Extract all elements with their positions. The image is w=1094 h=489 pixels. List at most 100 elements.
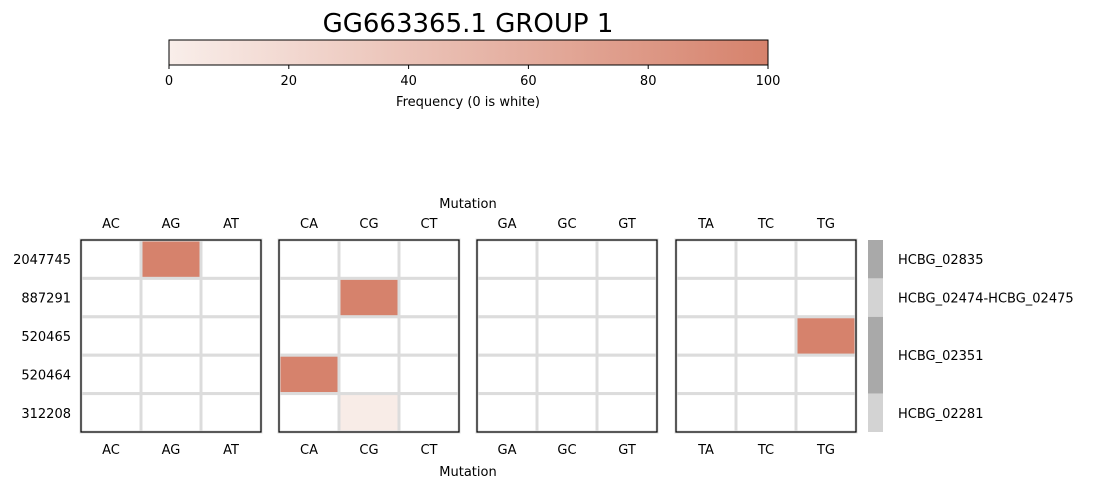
- heatmap-cell: [734, 315, 798, 357]
- heatmap-cell: [674, 392, 738, 434]
- heatmap-cell: [337, 315, 401, 357]
- heatmap-cell: [734, 276, 798, 319]
- heatmap-cell: [337, 238, 401, 280]
- heatmap-cell: [794, 353, 858, 396]
- heatmap-cell: [397, 392, 461, 434]
- heatmap-cell: [475, 238, 539, 280]
- heatmap-cell: [674, 353, 738, 396]
- column-label-top: GC: [557, 217, 576, 232]
- heatmap-cell: [199, 392, 263, 434]
- column-label-bottom: GA: [498, 443, 517, 458]
- heatmap-cell: [595, 392, 659, 434]
- heatmap-cell: [139, 392, 203, 434]
- column-label-bottom: CA: [300, 443, 318, 458]
- heatmap-cell: [79, 315, 143, 357]
- heatmap-cell: [397, 238, 461, 280]
- heatmap-cell: [277, 353, 341, 396]
- heatmap-cell: [674, 276, 738, 319]
- column-label-top: CA: [300, 217, 318, 232]
- heatmap-cell: [277, 392, 341, 434]
- heatmap-cell: [199, 315, 263, 357]
- column-label-top: CT: [420, 217, 437, 232]
- heatmap-cell: [674, 238, 738, 280]
- heatmap-cell: [277, 238, 341, 280]
- row-label: 520464: [21, 368, 71, 383]
- heatmap-cell: [199, 276, 263, 319]
- heatmap-cell: [277, 315, 341, 357]
- gene-annotation-label: HCBG_02474-HCBG_02475: [898, 292, 1074, 307]
- heatmap-cell: [475, 353, 539, 396]
- heatmap-cell: [595, 238, 659, 280]
- heatmap-cell: [79, 392, 143, 434]
- heatmap-cell: [734, 353, 798, 396]
- column-label-bottom: AG: [162, 443, 181, 458]
- heatmap-cell: [79, 238, 143, 280]
- gene-annotation-label: HCBG_02835: [898, 253, 983, 268]
- heatmap-cell: [794, 315, 858, 357]
- colorbar-tick-label: 100: [756, 74, 781, 89]
- column-label-top: TG: [816, 217, 835, 232]
- heatmap-cell: [674, 315, 738, 357]
- panel-frame: [80, 239, 262, 433]
- row-label: 2047745: [13, 253, 71, 268]
- column-label-bottom: CT: [420, 443, 437, 458]
- heatmap-cell: [535, 238, 599, 280]
- heatmap-cell: [397, 315, 461, 357]
- heatmap-cell: [595, 276, 659, 319]
- column-label-bottom: GT: [618, 443, 636, 458]
- x-axis-label-top: Mutation: [439, 197, 496, 212]
- heatmap-cell: [595, 353, 659, 396]
- column-label-bottom: AT: [223, 443, 239, 458]
- column-label-top: GA: [498, 217, 517, 232]
- row-label: 520465: [21, 330, 71, 345]
- column-label-bottom: GC: [557, 443, 576, 458]
- heatmap-cell: [595, 315, 659, 357]
- heatmap-cell: [535, 392, 599, 434]
- heatmap-cell: [79, 353, 143, 396]
- heatmap-cell: [337, 276, 401, 319]
- colorbar-tick-label: 60: [520, 74, 537, 89]
- colorbar: [168, 39, 769, 66]
- x-axis-label-bottom: Mutation: [439, 465, 496, 480]
- column-label-bottom: TA: [697, 443, 714, 458]
- column-label-top: CG: [359, 217, 378, 232]
- row-label: 887291: [21, 292, 71, 307]
- heatmap-cell: [277, 276, 341, 319]
- heatmap-cell: [139, 315, 203, 357]
- column-label-top: TA: [697, 217, 714, 232]
- column-label-top: AT: [223, 217, 239, 232]
- heatmap-cell: [535, 315, 599, 357]
- heatmap-cell: [79, 276, 143, 319]
- heatmap-cell: [734, 238, 798, 280]
- colorbar-tick-label: 0: [165, 74, 173, 89]
- heatmap-cell: [199, 353, 263, 396]
- heatmap-cell: [397, 276, 461, 319]
- column-label-top: GT: [618, 217, 636, 232]
- heatmap-cell: [535, 353, 599, 396]
- panel-frame: [278, 239, 460, 433]
- colorbar-tick-label: 80: [640, 74, 657, 89]
- gene-annotation-bar: [868, 316, 883, 394]
- gene-annotation-label: HCBG_02281: [898, 407, 983, 422]
- heatmap-cell: [139, 238, 203, 280]
- heatmap-cell: [475, 315, 539, 357]
- heatmap-cell: [475, 276, 539, 319]
- heatmap-cell: [199, 238, 263, 280]
- gene-annotation-label: HCBG_02351: [898, 349, 983, 364]
- gene-annotation-bar: [868, 278, 883, 317]
- column-label-bottom: AC: [102, 443, 120, 458]
- row-label: 312208: [21, 407, 71, 422]
- colorbar-tick-label: 40: [400, 74, 417, 89]
- panel-frame: [675, 239, 857, 433]
- heatmap-cell: [397, 353, 461, 396]
- chart-title: GG663365.1 GROUP 1: [323, 9, 614, 39]
- heatmap-cell: [337, 392, 401, 434]
- gene-annotation-bar: [868, 240, 883, 279]
- column-label-bottom: TG: [816, 443, 835, 458]
- column-label-top: AC: [102, 217, 120, 232]
- column-label-bottom: TC: [757, 443, 774, 458]
- heatmap-cell: [794, 276, 858, 319]
- heatmap-cell: [337, 353, 401, 396]
